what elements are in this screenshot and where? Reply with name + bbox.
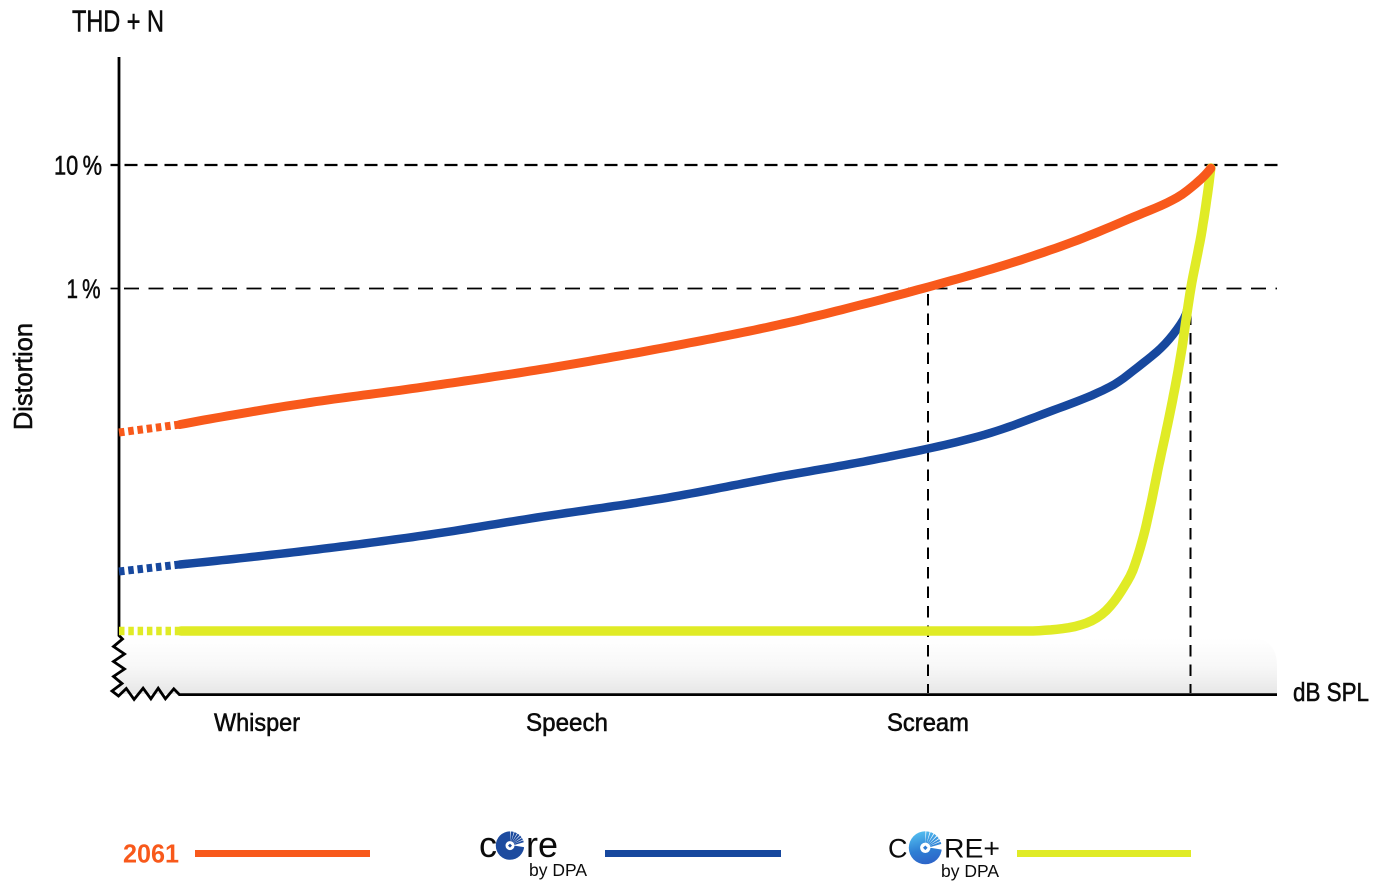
svg-text:THD + N: THD + N	[72, 4, 164, 39]
svg-text:dB SPL: dB SPL	[1293, 677, 1369, 707]
svg-text:re: re	[526, 824, 558, 865]
svg-text:RE+: RE+	[944, 834, 1000, 864]
svg-text:Distortion: Distortion	[8, 323, 38, 430]
svg-text:by DPA: by DPA	[941, 861, 999, 881]
svg-text:Scream: Scream	[887, 709, 969, 737]
svg-text:C: C	[888, 834, 908, 864]
svg-text:Whisper: Whisper	[214, 709, 300, 737]
svg-text:2061: 2061	[123, 839, 179, 869]
svg-text:c: c	[479, 824, 497, 865]
svg-text:by DPA: by DPA	[529, 860, 587, 880]
svg-text:1 %: 1 %	[67, 274, 101, 304]
svg-text:10 %: 10 %	[54, 151, 102, 181]
svg-text:Speech: Speech	[526, 709, 608, 737]
